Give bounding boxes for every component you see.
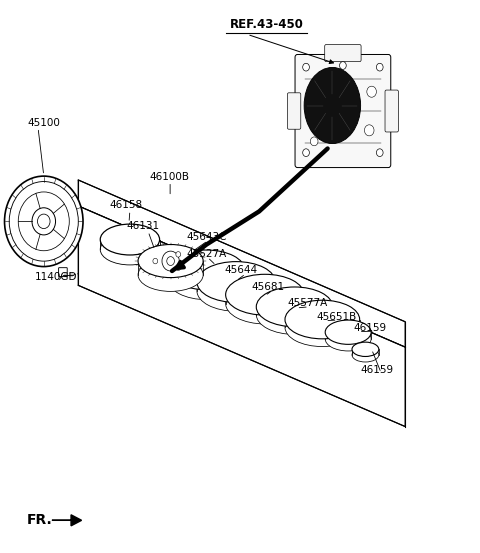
Ellipse shape <box>256 295 333 335</box>
Text: 46131: 46131 <box>126 221 159 231</box>
Ellipse shape <box>325 320 371 345</box>
Ellipse shape <box>352 342 379 357</box>
Circle shape <box>303 149 310 156</box>
Text: 45644: 45644 <box>225 265 258 275</box>
Circle shape <box>4 176 83 267</box>
Circle shape <box>162 251 179 271</box>
Text: REF.43-450: REF.43-450 <box>229 18 303 31</box>
Text: 45643C: 45643C <box>186 232 227 242</box>
Circle shape <box>167 257 174 265</box>
Circle shape <box>311 137 318 146</box>
Circle shape <box>176 252 180 257</box>
Circle shape <box>376 149 383 156</box>
FancyBboxPatch shape <box>288 93 301 129</box>
Ellipse shape <box>100 234 159 265</box>
Circle shape <box>18 192 69 251</box>
Ellipse shape <box>325 327 371 351</box>
Text: 46158: 46158 <box>110 200 143 210</box>
Text: 1140GD: 1140GD <box>35 272 78 282</box>
Ellipse shape <box>146 252 163 262</box>
Circle shape <box>37 214 50 228</box>
Circle shape <box>339 61 346 69</box>
Ellipse shape <box>168 260 245 300</box>
Polygon shape <box>78 180 405 347</box>
Ellipse shape <box>256 287 333 327</box>
Ellipse shape <box>138 258 203 291</box>
Text: 46159: 46159 <box>354 323 387 333</box>
Circle shape <box>376 63 383 71</box>
Ellipse shape <box>146 259 163 269</box>
Polygon shape <box>78 206 405 426</box>
Ellipse shape <box>352 348 379 362</box>
Circle shape <box>367 86 376 97</box>
Circle shape <box>303 63 310 71</box>
Circle shape <box>364 125 374 136</box>
Ellipse shape <box>146 252 163 262</box>
Ellipse shape <box>304 67 360 144</box>
Circle shape <box>176 265 180 270</box>
FancyBboxPatch shape <box>295 55 391 168</box>
Text: 45577A: 45577A <box>288 299 328 309</box>
Ellipse shape <box>226 274 304 315</box>
Ellipse shape <box>168 250 245 290</box>
Ellipse shape <box>138 244 203 278</box>
Ellipse shape <box>197 270 276 311</box>
FancyBboxPatch shape <box>59 268 67 276</box>
FancyBboxPatch shape <box>385 90 398 132</box>
Ellipse shape <box>285 300 360 339</box>
Ellipse shape <box>285 308 360 347</box>
FancyBboxPatch shape <box>324 45 361 61</box>
Text: 46159: 46159 <box>360 364 394 375</box>
FancyArrow shape <box>52 515 82 526</box>
Text: 45651B: 45651B <box>317 312 357 322</box>
Text: 46100B: 46100B <box>149 171 189 181</box>
Ellipse shape <box>226 283 304 324</box>
Circle shape <box>32 208 56 235</box>
Text: 45100: 45100 <box>27 118 60 128</box>
Ellipse shape <box>197 262 276 302</box>
Text: 45527A: 45527A <box>186 249 227 259</box>
Circle shape <box>153 258 157 264</box>
Ellipse shape <box>100 224 159 255</box>
Circle shape <box>9 181 78 261</box>
Text: FR.: FR. <box>27 513 53 528</box>
Text: 45681: 45681 <box>252 282 285 292</box>
